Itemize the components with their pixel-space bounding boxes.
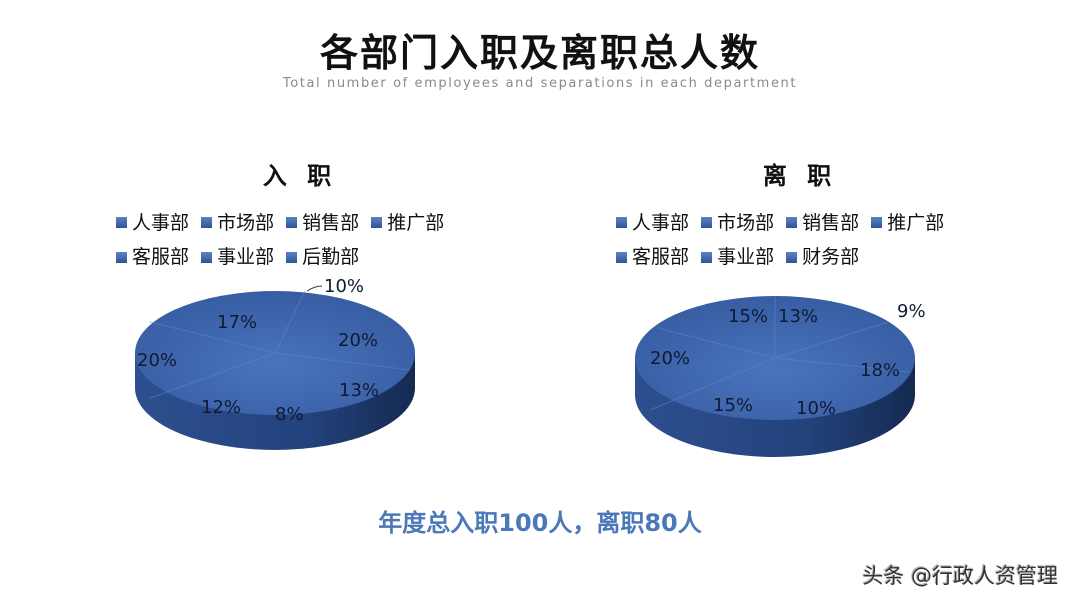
svg-text:20%: 20% <box>650 348 690 369</box>
legend-item: 人事部 <box>616 206 689 240</box>
page-title: 各部门入职及离职总人数 <box>319 31 760 75</box>
legend-swatch-icon <box>871 217 883 228</box>
legend-item: 销售部 <box>786 206 859 240</box>
hire-pie-graphic: 10% 20% 13% 8% 12% 20% 17% <box>135 276 415 450</box>
leave-pie-graphic: 13% 9% 18% 10% 15% 20% 15% <box>635 296 926 457</box>
legend-swatch-icon <box>616 251 627 263</box>
legend-item: 市场部 <box>201 206 274 240</box>
page-subtitle: Total number of employees and separation… <box>282 76 798 91</box>
legend-item: 销售部 <box>286 206 359 240</box>
leave-pie-chart: 离 职 人事部 市场部 销售部 推广部 客服部 事业部 财务部 13% 9% <box>610 150 990 490</box>
legend-swatch-icon <box>286 251 298 263</box>
legend-swatch-icon <box>701 217 713 228</box>
legend-item: 客服部 <box>116 240 189 274</box>
legend-item: 事业部 <box>701 240 774 274</box>
legend-swatch-icon <box>701 251 713 263</box>
legend-swatch-icon <box>286 217 298 228</box>
svg-text:13%: 13% <box>339 380 379 401</box>
legend-swatch-icon <box>786 251 798 263</box>
svg-text:15%: 15% <box>728 306 768 327</box>
legend-item: 推广部 <box>871 206 944 240</box>
legend-item: 推广部 <box>371 206 444 240</box>
svg-text:13%: 13% <box>778 306 818 327</box>
legend-swatch-icon <box>786 217 798 228</box>
legend-swatch-icon <box>371 217 383 228</box>
legend-swatch-icon <box>201 251 213 263</box>
legend-item: 事业部 <box>201 240 274 274</box>
legend-swatch-icon <box>116 217 127 228</box>
legend-item: 后勤部 <box>286 240 359 274</box>
svg-text:12%: 12% <box>201 397 241 418</box>
svg-text:18%: 18% <box>860 360 900 381</box>
svg-text:8%: 8% <box>275 404 304 425</box>
svg-text:20%: 20% <box>137 350 177 371</box>
svg-text:10%: 10% <box>324 276 364 297</box>
svg-text:15%: 15% <box>713 395 753 416</box>
legend-swatch-icon <box>116 251 127 263</box>
legend-item: 客服部 <box>616 240 689 274</box>
legend-item: 市场部 <box>701 206 774 240</box>
svg-text:10%: 10% <box>796 398 836 419</box>
leave-chart-title: 离 职 <box>762 162 838 190</box>
annual-summary: 年度总入职100人，离职80人 <box>378 509 702 537</box>
watermark: 头条 @行政人资管理 <box>862 564 1058 588</box>
svg-text:17%: 17% <box>217 312 257 333</box>
legend-item: 财务部 <box>786 240 859 274</box>
legend-swatch-icon <box>201 217 213 228</box>
svg-text:9%: 9% <box>897 301 926 322</box>
hire-chart-title: 入 职 <box>262 162 338 190</box>
leave-legend: 人事部 市场部 销售部 推广部 客服部 事业部 财务部 <box>616 205 986 274</box>
legend-item: 人事部 <box>116 206 189 240</box>
legend-swatch-icon <box>616 217 627 228</box>
svg-text:20%: 20% <box>338 330 378 351</box>
hire-pie-chart: 入 职 人事部 市场部 销售部 推广部 客服部 事业部 后勤部 10% 20% <box>110 150 490 490</box>
hire-legend: 人事部 市场部 销售部 推广部 客服部 事业部 后勤部 <box>116 205 486 274</box>
